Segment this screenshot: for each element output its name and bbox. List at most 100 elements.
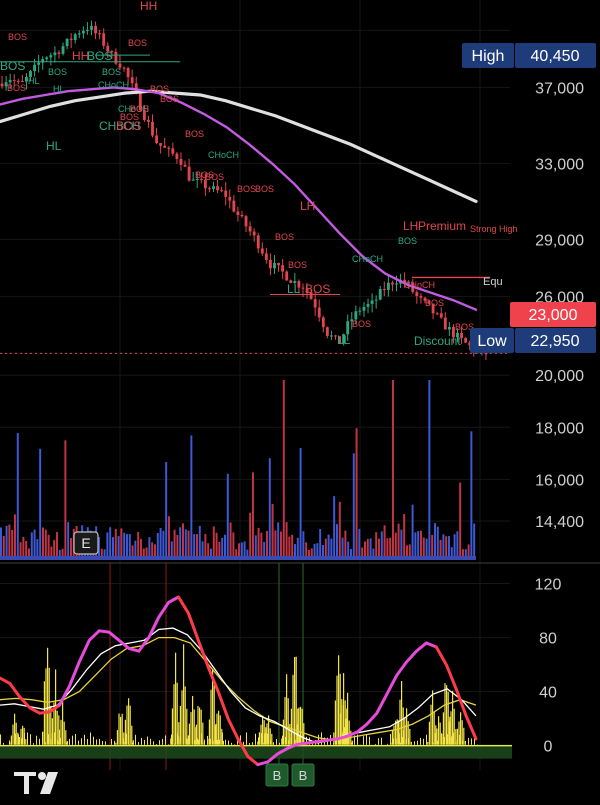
oscillator-bar xyxy=(24,733,25,746)
candle-body xyxy=(245,216,248,226)
candle-body xyxy=(49,55,52,57)
oscillator-spike xyxy=(460,712,461,745)
volume-tick-label: 18,000 xyxy=(535,420,584,437)
oscillator-bar xyxy=(291,735,292,746)
oscillator-spike xyxy=(262,715,263,745)
grid-lines xyxy=(0,0,600,770)
volume-bar xyxy=(64,440,66,560)
volume-bar xyxy=(258,528,260,560)
oscillator-bar xyxy=(459,735,460,746)
structure-label: BOS xyxy=(87,49,112,63)
structure-label: BOS xyxy=(288,260,307,270)
candle-body xyxy=(188,167,191,181)
last-price-badge: 23,000 xyxy=(529,307,578,324)
oscillator-spike xyxy=(45,668,46,745)
oscillator-bar xyxy=(210,739,211,746)
volume-bar xyxy=(395,533,397,560)
oscillator-bar xyxy=(99,739,100,746)
candle-body xyxy=(53,52,56,55)
volume-bar xyxy=(165,462,167,560)
structure-label: CHoCH xyxy=(98,80,129,90)
oscillator-bar xyxy=(468,738,469,746)
candle-body xyxy=(151,122,154,136)
oscillator-spike xyxy=(450,711,451,745)
oscillator-spike xyxy=(180,706,181,746)
candle-body xyxy=(314,299,317,307)
volume-bar xyxy=(356,428,358,560)
price-tick-label: 33,000 xyxy=(535,156,584,173)
candle-body xyxy=(249,226,252,231)
oscillator-spike xyxy=(336,676,337,746)
oscillator-bar xyxy=(84,735,85,746)
oscillator-bar xyxy=(366,734,367,745)
oscillator-spike xyxy=(183,644,184,745)
tradingview-logo[interactable] xyxy=(14,772,58,794)
oscillator-bar xyxy=(222,733,223,746)
candle-body xyxy=(131,77,134,83)
volume-bar xyxy=(266,531,268,560)
structure-label: BOS xyxy=(128,38,147,48)
volume-bar xyxy=(434,523,436,560)
candle-body xyxy=(58,52,61,53)
candle-body xyxy=(37,63,40,65)
volume-bar xyxy=(162,531,164,560)
candle-body xyxy=(21,81,24,82)
volume-bar xyxy=(8,525,10,560)
candle-body xyxy=(302,288,305,289)
oscillator-spike xyxy=(210,690,211,746)
oscillator-bar xyxy=(42,732,43,745)
volume-bar xyxy=(185,529,187,560)
volume-panel: E xyxy=(0,380,476,560)
oscillator-bar xyxy=(147,737,148,746)
oscillator-tick-label: 40 xyxy=(539,685,557,702)
candle-body xyxy=(379,289,382,300)
price-tick-label: 37,000 xyxy=(535,80,584,97)
oscillator-bar xyxy=(123,738,124,745)
candle-body xyxy=(155,136,158,144)
oscillator-spike xyxy=(406,708,407,745)
candle-body xyxy=(66,39,69,46)
volume-bar xyxy=(274,530,276,560)
oscillator-spike xyxy=(125,720,126,746)
volume-bar xyxy=(384,525,386,560)
oscillator-bar xyxy=(21,738,22,745)
oscillator-bar xyxy=(0,734,1,745)
oscillator-bar xyxy=(369,737,370,746)
oscillator-spike xyxy=(181,690,182,745)
oscillator-bar xyxy=(363,736,364,745)
structure-label: BOS xyxy=(160,94,179,104)
structure-label: BOS xyxy=(7,83,26,93)
oscillator-spike xyxy=(434,711,435,745)
candle-body xyxy=(167,148,170,149)
oscillator-bar xyxy=(432,733,433,745)
oscillator-spike xyxy=(196,725,197,746)
oscillator-spike xyxy=(12,725,13,746)
buy-marker: B xyxy=(273,768,282,783)
volume-bar xyxy=(11,530,13,560)
volume-bar xyxy=(473,524,475,560)
oscillator-bar xyxy=(471,738,472,745)
structure-label: BOS xyxy=(8,32,27,42)
oscillator-spike xyxy=(440,723,441,746)
volume-bar xyxy=(174,530,176,560)
oscillator-spike xyxy=(173,684,174,745)
candle-body xyxy=(74,34,77,40)
volume-bar xyxy=(358,529,360,560)
volume-bar xyxy=(227,474,229,560)
oscillator-spike xyxy=(300,707,301,746)
candle-body xyxy=(367,304,370,307)
oscillator-spike xyxy=(64,722,65,746)
oscillator-bar xyxy=(447,734,448,745)
structure-label: HL xyxy=(28,76,40,86)
volume-tick-label: 16,000 xyxy=(535,472,584,489)
volume-bar xyxy=(123,533,125,560)
volume-bar xyxy=(420,531,422,560)
oscillator-bar xyxy=(276,739,277,746)
oscillator-bar xyxy=(15,734,16,746)
candle-body xyxy=(419,296,422,298)
candle-body xyxy=(232,201,235,212)
candle-body xyxy=(9,80,12,82)
candle-body xyxy=(415,292,418,296)
